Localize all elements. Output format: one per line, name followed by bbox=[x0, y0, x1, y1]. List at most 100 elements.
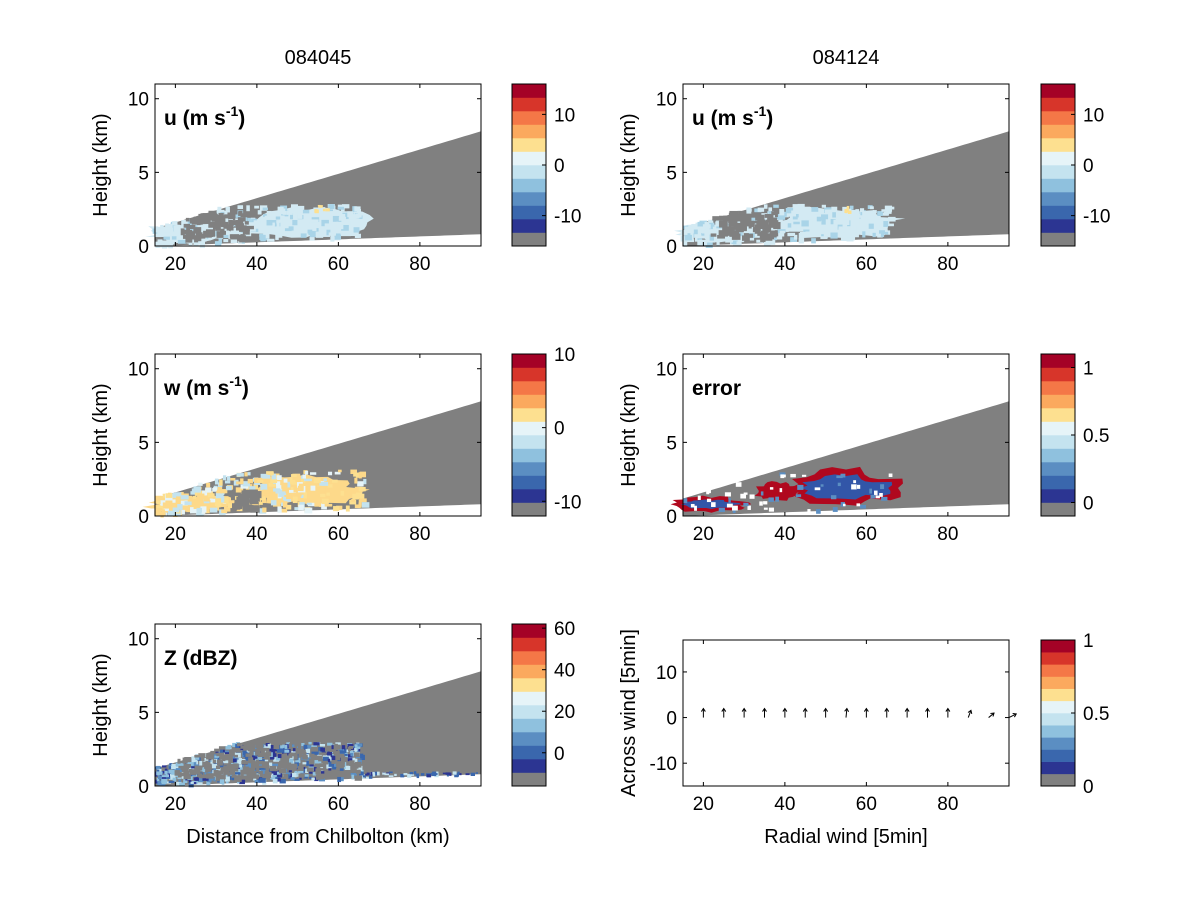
field-cell bbox=[195, 241, 203, 245]
field-cell bbox=[694, 505, 697, 511]
field-cell bbox=[257, 479, 264, 483]
field-cell bbox=[306, 502, 312, 506]
x-tick-label: 60 bbox=[328, 794, 349, 815]
field-cell bbox=[711, 502, 716, 507]
field-cell bbox=[245, 225, 254, 230]
field-cell bbox=[779, 209, 785, 216]
field-cell bbox=[202, 777, 209, 781]
field-cell bbox=[204, 757, 209, 763]
field-cell bbox=[230, 478, 236, 481]
field-cell bbox=[846, 207, 849, 212]
field-cell bbox=[240, 478, 244, 485]
field-cell bbox=[382, 772, 386, 775]
field-cell bbox=[811, 238, 816, 244]
field-cell bbox=[859, 219, 864, 226]
colorbar-tick-label: -10 bbox=[554, 492, 581, 513]
field-cell bbox=[748, 220, 755, 227]
field-cell bbox=[784, 227, 789, 232]
field-cell bbox=[832, 507, 838, 512]
field-cell bbox=[198, 773, 203, 778]
colorbar-segment bbox=[1041, 475, 1075, 490]
field-cell bbox=[740, 224, 747, 230]
colorbar-u_084124: 10 0 -10 bbox=[1040, 83, 1110, 247]
field-cell bbox=[680, 230, 687, 236]
wind-arrow-head bbox=[782, 707, 788, 712]
colorbar-segment bbox=[512, 408, 546, 422]
field-cell bbox=[718, 220, 728, 228]
field-cell bbox=[856, 484, 861, 489]
field-cell bbox=[434, 773, 439, 778]
field-cell bbox=[282, 216, 287, 222]
field-cell bbox=[312, 224, 317, 232]
colorbar-segment bbox=[1041, 489, 1075, 503]
field-cell bbox=[262, 759, 269, 763]
field-cell bbox=[232, 758, 237, 763]
field-cell bbox=[289, 213, 294, 220]
field-cell bbox=[270, 479, 278, 484]
panel-annotation: w (m s-1) bbox=[163, 373, 249, 400]
y-tick-label: 0 bbox=[138, 777, 149, 798]
field-cell bbox=[168, 774, 173, 780]
colorbar-segment bbox=[1041, 688, 1075, 702]
field-cell bbox=[236, 473, 244, 477]
axes-u_084045: 20 40 60 80 0 5 10 Height (km) u (m s-1) bbox=[90, 83, 482, 275]
axes-frame bbox=[154, 623, 482, 787]
field-cell bbox=[710, 233, 717, 237]
field-cell bbox=[820, 484, 824, 487]
field-cell bbox=[332, 479, 338, 483]
field-cell bbox=[791, 210, 796, 217]
field-cell bbox=[778, 232, 785, 237]
field-cell bbox=[319, 743, 326, 747]
field-cell bbox=[758, 214, 765, 221]
colorbar-segment bbox=[1041, 664, 1075, 677]
field-cell bbox=[258, 760, 264, 765]
field-cell bbox=[849, 205, 854, 210]
field-cell bbox=[310, 485, 316, 491]
field-cell bbox=[206, 773, 214, 779]
field-cell bbox=[880, 484, 885, 490]
field-cell bbox=[314, 750, 319, 755]
field-cell bbox=[271, 473, 276, 480]
axes-u_084124: 20 40 60 80 0 5 10 Height (km) u (m s-1) bbox=[618, 83, 1010, 275]
field-cell bbox=[369, 774, 373, 779]
field-cell bbox=[698, 234, 702, 241]
field-cell bbox=[260, 483, 268, 491]
field-cell bbox=[334, 234, 342, 240]
field-cell bbox=[202, 213, 211, 219]
colorbar-segment bbox=[1041, 381, 1075, 395]
x-tick-label: 80 bbox=[409, 794, 430, 815]
field-cell bbox=[295, 748, 301, 754]
field-cell bbox=[238, 211, 243, 216]
colorbar-tick-label: 0 bbox=[554, 744, 565, 765]
field-cell bbox=[309, 232, 317, 238]
colorbar-tick-label: 0 bbox=[1083, 494, 1094, 515]
field-cell bbox=[336, 767, 340, 771]
field-cell bbox=[289, 743, 293, 749]
y-tick-label: 0 bbox=[666, 237, 677, 258]
field-cell bbox=[297, 490, 302, 497]
field-cell bbox=[193, 216, 201, 221]
field-cell bbox=[283, 753, 288, 759]
field-cell bbox=[821, 204, 826, 208]
field-cell bbox=[785, 207, 794, 214]
field-cell bbox=[238, 779, 246, 783]
field-cell bbox=[349, 499, 357, 505]
field-cell bbox=[236, 481, 241, 485]
field-cell bbox=[263, 213, 268, 218]
field-cell bbox=[805, 219, 814, 223]
field-cell bbox=[354, 748, 358, 752]
field-cell bbox=[697, 495, 701, 500]
field-cell bbox=[178, 225, 184, 229]
annotation-close: ) bbox=[242, 377, 249, 400]
field-cell bbox=[180, 500, 188, 506]
colorbar-segment bbox=[512, 97, 546, 112]
field-cell bbox=[202, 767, 206, 772]
field-cell bbox=[697, 221, 705, 227]
colorbar-segment bbox=[512, 745, 546, 760]
field-cell bbox=[330, 754, 336, 757]
field-cell bbox=[245, 492, 253, 499]
field-cell bbox=[197, 493, 205, 499]
field-cell bbox=[733, 222, 741, 230]
wind-arrow-shaft bbox=[967, 710, 972, 718]
field-cell bbox=[223, 750, 230, 753]
